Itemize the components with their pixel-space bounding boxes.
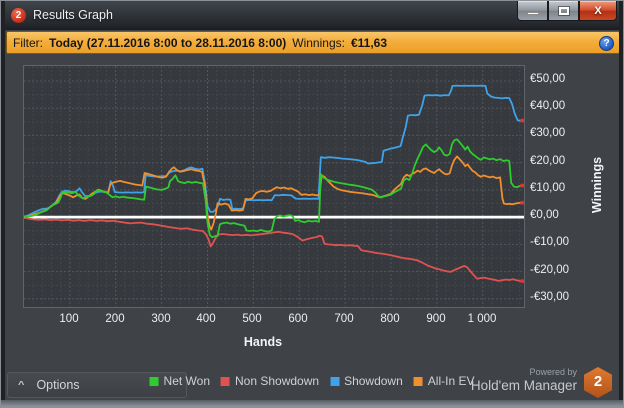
x-tick-label: 100 — [59, 313, 79, 325]
window-controls: X — [517, 1, 617, 22]
series-line-net-won — [24, 138, 524, 239]
x-tick-label: 200 — [105, 313, 125, 325]
legend-label: Showdown — [344, 374, 403, 388]
y-tick-label: -€10,00 — [530, 236, 570, 248]
filter-range: Today (27.11.2016 8:00 to 28.11.2016 8:0… — [49, 35, 287, 50]
close-button[interactable]: X — [579, 1, 617, 21]
maximize-icon — [557, 5, 570, 16]
x-tick-label: 400 — [196, 313, 216, 325]
close-icon: X — [594, 4, 602, 17]
y-tick-label: -€20,00 — [530, 264, 570, 276]
x-tick-label: 600 — [288, 313, 308, 325]
x-tick-label: 800 — [380, 313, 400, 325]
y-tick-label: -€30,00 — [530, 291, 570, 303]
legend-item-net-won: Net Won — [149, 374, 210, 388]
y-axis-title: Winnings — [590, 156, 604, 214]
maximize-button[interactable] — [548, 1, 579, 21]
chart-plot-area — [23, 65, 525, 308]
brand-name: Hold'em Manager — [470, 378, 577, 393]
help-button[interactable]: ? — [599, 36, 614, 51]
legend-label: Non Showdown — [235, 374, 320, 388]
x-tick-label: 700 — [334, 313, 354, 325]
legend-item-all-in-ev: All-In EV — [413, 374, 475, 388]
winnings-value: €11,63 — [350, 35, 387, 50]
winnings-label: Winnings: — [292, 35, 345, 50]
legend-swatch-icon — [149, 376, 159, 386]
y-tick-label: €0,00 — [530, 209, 559, 221]
series-line-showdown — [24, 84, 524, 219]
chart-legend: Net Won Non Showdown Showdown All-In EV — [149, 374, 475, 388]
window-border-bottom — [1, 400, 623, 407]
holdem-manager-logo-icon: 2 — [584, 367, 612, 398]
legend-item-showdown: Showdown — [330, 374, 403, 388]
x-tick-label: 1 000 — [467, 313, 497, 325]
x-tick-label: 500 — [242, 313, 262, 325]
legend-swatch-icon — [413, 376, 423, 386]
options-button-label: Options — [36, 378, 80, 392]
legend-label: Net Won — [163, 374, 210, 388]
x-tick-label: 900 — [426, 313, 446, 325]
y-tick-label: €10,00 — [530, 182, 566, 194]
minimize-button[interactable] — [517, 1, 548, 21]
series-line-all-in-ev — [24, 155, 524, 231]
app-icon: 2 — [11, 8, 26, 23]
window-border-right — [619, 1, 623, 407]
powered-by-text: Powered by — [529, 367, 577, 377]
chevron-up-icon: ^ — [18, 380, 25, 390]
window-border-left — [1, 1, 5, 407]
filter-bar: Filter: Today (27.11.2016 8:00 to 28.11.… — [6, 31, 620, 54]
minimize-icon — [526, 12, 539, 15]
y-tick-label: €50,00 — [530, 73, 566, 85]
window-title: Results Graph — [33, 8, 113, 22]
y-tick-label: €30,00 — [530, 127, 566, 139]
legend-swatch-icon — [221, 376, 230, 386]
y-tick-label: €20,00 — [530, 155, 566, 167]
x-axis-title: Hands — [243, 335, 283, 349]
series-line-non-showdown — [24, 216, 524, 283]
results-graph-svg — [24, 66, 524, 307]
legend-label: All-In EV — [427, 374, 475, 388]
y-tick-label: €40,00 — [530, 100, 566, 112]
legend-swatch-icon — [330, 376, 340, 386]
filter-label: Filter: — [13, 35, 43, 50]
legend-item-non-showdown: Non Showdown — [221, 374, 319, 388]
x-tick-label: 300 — [151, 313, 171, 325]
